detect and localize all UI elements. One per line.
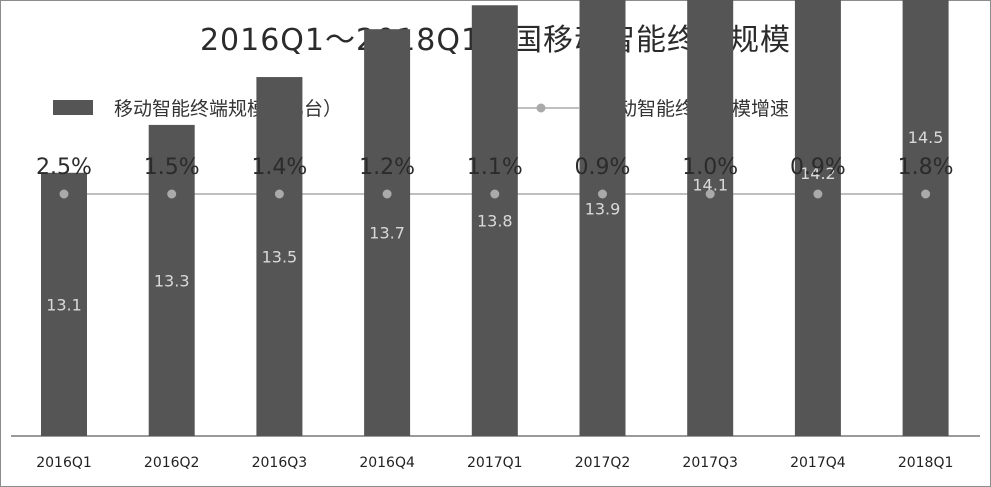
- bar-value-label-2016Q4: 13.7: [369, 224, 405, 243]
- bar-2017Q3: [687, 0, 734, 436]
- bar-value-label-2017Q1: 13.8: [477, 212, 513, 231]
- x-tick-label-2016Q3: 2016Q3: [252, 455, 308, 471]
- bar-value-label-2016Q1: 13.1: [46, 295, 82, 314]
- bar-2017Q2: [579, 0, 626, 437]
- growth-rate-label-2017Q1: 1.1%: [467, 155, 523, 180]
- growth-rate-label-2018Q1: 1.8%: [898, 155, 954, 180]
- x-tick-label-2017Q2: 2017Q2: [575, 455, 631, 471]
- bar-2016Q3: [256, 77, 303, 437]
- bar-value-label-2017Q4: 14.2: [800, 164, 836, 183]
- growth-rate-label-2017Q2: 0.9%: [575, 155, 631, 180]
- x-tick-label-2017Q3: 2017Q3: [682, 455, 738, 471]
- x-tick-label-2017Q4: 2017Q4: [790, 455, 846, 471]
- x-tick-label-2018Q1: 2018Q1: [898, 455, 954, 471]
- growth-rate-label-2017Q3: 1.0%: [682, 155, 738, 180]
- x-tick-label-2016Q1: 2016Q1: [36, 455, 92, 471]
- bar-2016Q4: [364, 29, 411, 436]
- growth-point-2017Q4: [813, 189, 823, 199]
- growth-rate-label-2016Q3: 1.4%: [251, 155, 307, 180]
- legend-bar-swatch: [53, 100, 93, 115]
- bar-value-label-2017Q2: 13.9: [585, 200, 621, 219]
- growth-point-2017Q2: [598, 189, 607, 199]
- bar-2017Q4: [794, 0, 841, 437]
- growth-point-2016Q3: [274, 189, 284, 199]
- bar-value-label-2016Q2: 13.3: [154, 271, 190, 290]
- growth-rate-label-2016Q2: 1.5%: [144, 155, 200, 180]
- growth-point-2018Q1: [921, 189, 931, 199]
- bar-value-label-2018Q1: 14.5: [908, 128, 944, 147]
- bar-value-label-2016Q3: 13.5: [262, 248, 298, 267]
- bar-2016Q1: [41, 172, 87, 436]
- bar-2016Q2: [148, 124, 195, 436]
- bar-value-label-2017Q3: 14.1: [692, 176, 728, 195]
- bar-2017Q1: [471, 5, 518, 436]
- growth-rate-label-2016Q1: 2.5%: [36, 155, 92, 180]
- growth-point-2016Q1: [59, 189, 69, 199]
- bar-2018Q1: [902, 0, 949, 436]
- growth-point-2016Q4: [382, 189, 392, 199]
- x-tick-label-2017Q1: 2017Q1: [467, 455, 523, 471]
- x-tick-label-2016Q2: 2016Q2: [144, 455, 200, 471]
- growth-point-2016Q2: [167, 189, 177, 199]
- growth-point-2017Q1: [490, 189, 500, 199]
- growth-rate-label-2016Q4: 1.2%: [359, 155, 415, 180]
- growth-rate-label-2017Q4: 0.9%: [790, 155, 846, 180]
- x-tick-label-2016Q4: 2016Q4: [359, 455, 415, 471]
- growth-point-2017Q3: [705, 189, 715, 199]
